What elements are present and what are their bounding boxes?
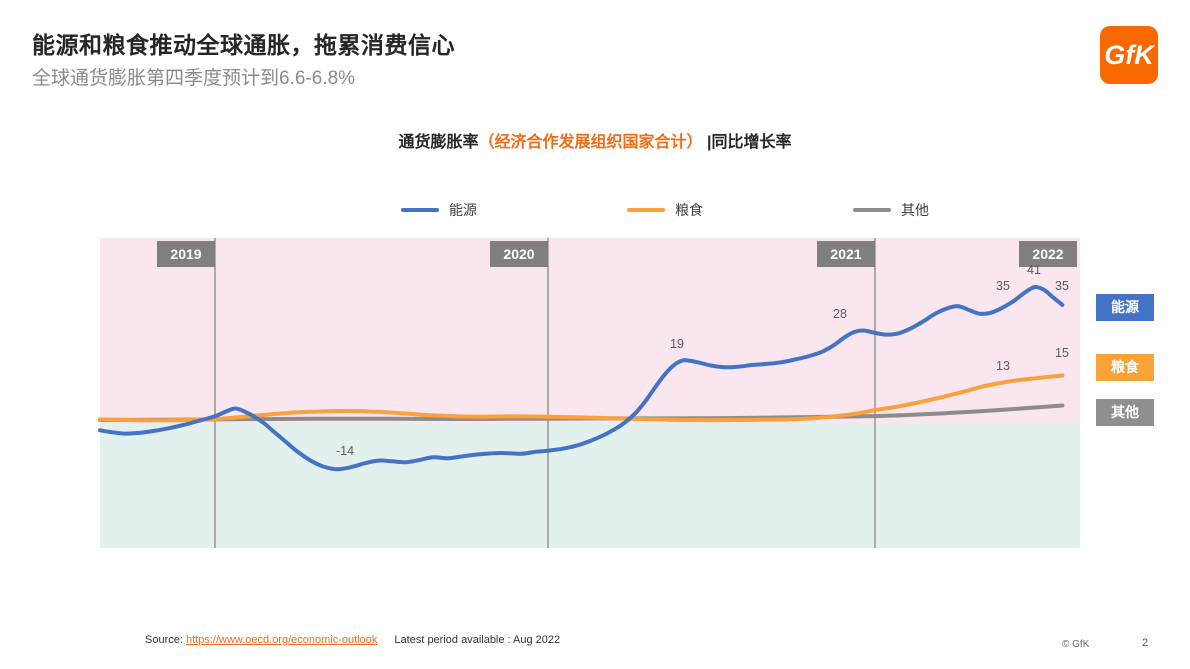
data-label-能源-19: 19 xyxy=(670,337,684,351)
year-gridline-2020 xyxy=(547,238,549,548)
data-label-能源-41: 41 xyxy=(1027,263,1041,277)
series-tag-粮食: 粮食 xyxy=(1096,354,1154,381)
year-label-2022: 2022 xyxy=(1019,241,1077,267)
legend-line-swatch xyxy=(627,208,665,212)
series-tag-其他: 其他 xyxy=(1096,399,1154,426)
legend-line-swatch xyxy=(401,208,439,212)
slide-subtitle: 全球通货膨胀第四季度预计到6.6-6.8% xyxy=(32,68,356,89)
negative-region-background xyxy=(100,423,1080,548)
year-label-2019: 2019 xyxy=(157,241,215,267)
data-label-能源-28: 28 xyxy=(833,307,847,321)
year-gridline-2021 xyxy=(874,238,876,548)
chart-title-main: 通货膨胀率 xyxy=(398,134,479,151)
chart-title: 通货膨胀率（经济合作发展组织国家合计） |同比增长率 xyxy=(0,128,1190,152)
legend-label: 能源 xyxy=(449,202,477,218)
legend-label: 其他 xyxy=(901,202,929,218)
chart-title-metric: |同比增长率 xyxy=(702,134,792,151)
copyright: © GfK xyxy=(1062,639,1090,650)
line-chart xyxy=(98,284,1065,472)
year-label-2020: 2020 xyxy=(490,241,548,267)
legend-item-2: 粮食 xyxy=(627,200,703,220)
legend-item-3: 其他 xyxy=(853,200,929,220)
chart-legend: 能源 粮食 其他 xyxy=(70,200,1190,220)
legend-label: 粮食 xyxy=(675,202,703,218)
positive-region-background xyxy=(100,238,1080,423)
series-line-粮食 xyxy=(98,373,1065,423)
slide-title: 能源和粮食推动全球通胀，拖累消费信心 xyxy=(32,32,455,58)
data-label-能源--14: -14 xyxy=(335,444,355,458)
year-label-2021: 2021 xyxy=(817,241,875,267)
data-label-能源-35: 35 xyxy=(1055,279,1069,293)
source-label: Source: xyxy=(145,634,183,646)
page-number: 2 xyxy=(1142,637,1149,649)
gfk-logo: GfK xyxy=(1100,26,1158,84)
data-label-粮食-13: 13 xyxy=(996,359,1010,373)
plot-area: 2019 2020 2021 2022 -14 19 28 35 41 35 13 15 xyxy=(98,238,1080,548)
series-line-能源 xyxy=(98,284,1065,472)
gfk-logo-text: GfK xyxy=(1104,39,1154,70)
legend-item-1: 能源 xyxy=(401,200,477,220)
latest-period-label: Latest period available : Aug 2022 xyxy=(394,634,561,646)
series-tag-能源: 能源 xyxy=(1096,294,1154,321)
data-label-粮食-15: 15 xyxy=(1055,346,1069,360)
legend-line-swatch xyxy=(853,208,891,212)
source-note: Source: https://www.oecd.org/economic-ou… xyxy=(145,634,560,646)
year-gridline-2019 xyxy=(214,238,216,548)
chart-title-scope: （经济合作发展组织国家合计） xyxy=(478,134,703,151)
data-label-能源-35: 35 xyxy=(996,279,1010,293)
source-link[interactable]: https://www.oecd.org/economic-outlook xyxy=(185,634,378,646)
